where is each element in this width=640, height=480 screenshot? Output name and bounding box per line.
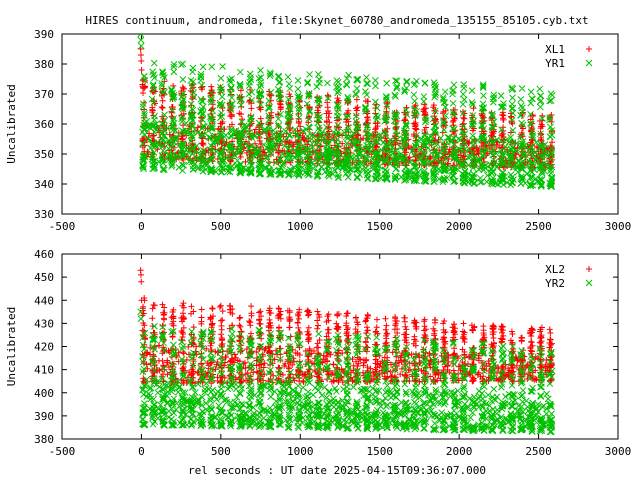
x-tick-label: 500 xyxy=(211,220,231,233)
x-tick-label: 2000 xyxy=(446,445,473,458)
y-tick-label: 380 xyxy=(34,58,54,71)
y-tick-label: 460 xyxy=(34,248,54,261)
x-tick-label: 0 xyxy=(138,445,145,458)
x-tick-label: 1500 xyxy=(366,220,393,233)
y-tick-label: 340 xyxy=(34,178,54,191)
x-tick-label: 2500 xyxy=(525,220,552,233)
x-tick-label: 0 xyxy=(138,220,145,233)
legend-marker-xl2 xyxy=(586,266,592,272)
x-tick-label: 1500 xyxy=(366,445,393,458)
y-tick-label: 420 xyxy=(34,341,54,354)
y-tick-label: 360 xyxy=(34,118,54,131)
legend-label: YR2 xyxy=(545,277,565,290)
y-tick-label: 450 xyxy=(34,271,54,284)
y-tick-label: 370 xyxy=(34,88,54,101)
bottom-panel: -500 0 500 1000 1500 2000 2500 3000 380 390 400 410… xyxy=(5,248,631,458)
y-axis-label: Uncalibrated xyxy=(5,84,18,163)
y-tick-label: 430 xyxy=(34,317,54,330)
x-tick-label: 500 xyxy=(211,445,231,458)
y-tick-label: 410 xyxy=(34,364,54,377)
y-axis-label: Uncalibrated xyxy=(5,307,18,386)
y-tick-label: 400 xyxy=(34,387,54,400)
legend-marker-yr1 xyxy=(585,59,593,67)
series-yr2 xyxy=(137,308,556,436)
legend-marker-yr2 xyxy=(585,279,593,287)
legend-label: XL2 xyxy=(545,263,565,276)
x-tick-label: 2000 xyxy=(446,220,473,233)
x-tick-label: -500 xyxy=(49,220,76,233)
y-tick-label: 330 xyxy=(34,208,54,221)
legend-label: YR1 xyxy=(545,57,565,70)
y-tick-label: 390 xyxy=(34,28,54,41)
y-tick-label: 350 xyxy=(34,148,54,161)
y-tick-label: 380 xyxy=(34,433,54,446)
x-tick-label: 2500 xyxy=(525,445,552,458)
data-points-yr2 xyxy=(137,308,556,436)
x-tick-label: 3000 xyxy=(605,445,632,458)
x-axis-label: rel seconds : UT date 2025-04-15T09:36:0… xyxy=(188,464,486,477)
x-tick-label: 1000 xyxy=(287,445,314,458)
x-tick-label: 1000 xyxy=(287,220,314,233)
x-tick-label: 3000 xyxy=(605,220,632,233)
legend-marker-xl1 xyxy=(586,46,592,52)
y-tick-label: 390 xyxy=(34,410,54,423)
y-tick-label: 440 xyxy=(34,294,54,307)
legend-label: XL1 xyxy=(545,43,565,56)
chart-title: HIRES continuum, andromeda, file:Skynet_… xyxy=(85,14,588,27)
top-panel: -500 0 500 1000 1500 2000 2500 3000 330 340 350 360… xyxy=(5,28,631,233)
x-tick-label: -500 xyxy=(49,445,76,458)
data-points-yr1 xyxy=(137,34,556,191)
series-yr1 xyxy=(137,34,556,191)
